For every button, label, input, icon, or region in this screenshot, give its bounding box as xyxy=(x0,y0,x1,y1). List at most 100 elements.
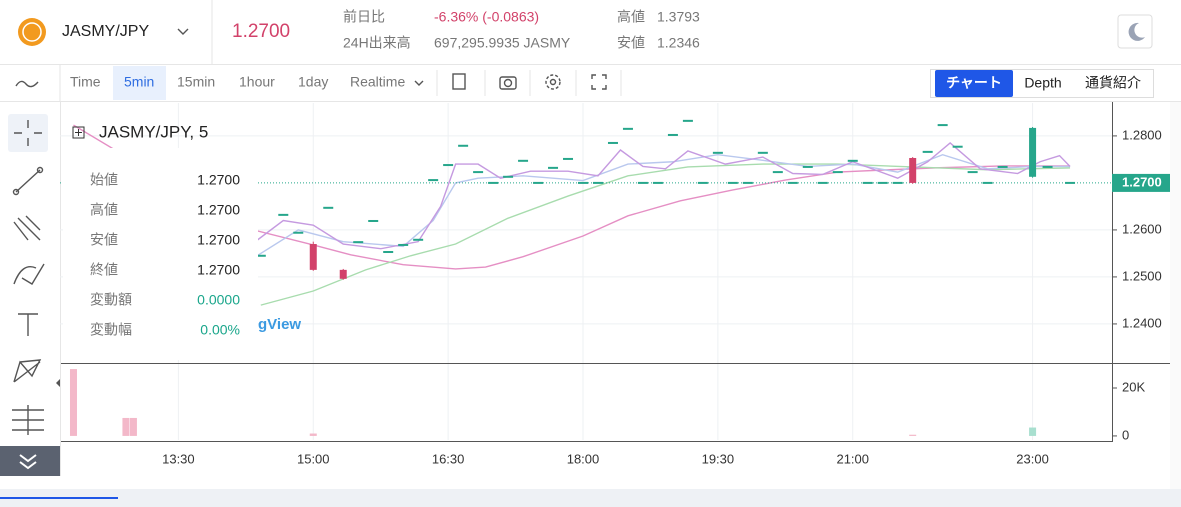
candle-body xyxy=(518,159,529,162)
candle-body xyxy=(712,151,723,154)
x-tick-label: 18:00 xyxy=(567,451,600,466)
last-price-box xyxy=(1112,173,1170,192)
candle-body xyxy=(967,171,978,174)
candle-body xyxy=(862,181,873,184)
candle-body xyxy=(309,244,317,270)
collapse-icon xyxy=(19,454,37,470)
candle-body xyxy=(353,241,364,244)
interval[interactable]: Time xyxy=(70,74,101,90)
candle-body xyxy=(727,181,738,184)
volume-bar xyxy=(1029,427,1037,436)
active-tab[interactable] xyxy=(935,70,1013,97)
candle-body xyxy=(473,171,484,174)
y-tick-label: 20K xyxy=(1122,379,1145,394)
tab[interactable]: チャート xyxy=(946,75,1002,91)
ohlc-popup xyxy=(63,148,258,360)
tab[interactable]: Depth xyxy=(1024,75,1061,91)
candle-body xyxy=(383,251,394,254)
brush-tool[interactable] xyxy=(13,263,45,285)
camera-icon[interactable] xyxy=(499,76,517,90)
settings-center xyxy=(549,78,557,86)
candle-body xyxy=(937,124,948,127)
candle-body xyxy=(578,181,589,184)
pattern-tool[interactable] xyxy=(13,359,42,383)
coin-logo xyxy=(18,18,46,46)
footer-indicator xyxy=(0,497,118,499)
candle-body xyxy=(488,181,499,184)
interval[interactable]: 15min xyxy=(177,74,215,90)
theme-button[interactable] xyxy=(1117,14,1153,49)
legend-label: 安値 xyxy=(90,232,118,248)
line-tool[interactable] xyxy=(15,169,41,193)
last-price-label: 1.2700 xyxy=(1122,174,1162,189)
legend-label: 終値 xyxy=(90,262,118,278)
stat-value: -6.36% (-0.0863) xyxy=(434,9,539,25)
candle-body xyxy=(339,269,347,279)
candle-body xyxy=(607,141,618,144)
crosshair-tool[interactable] xyxy=(14,120,42,146)
interval[interactable]: 1day xyxy=(298,74,328,90)
indicator-icon[interactable] xyxy=(452,73,466,90)
x-tick-label: 21:00 xyxy=(836,451,869,466)
stat-label: 前日比 xyxy=(343,9,385,25)
stat-label: 高値 xyxy=(617,9,645,25)
candle-body xyxy=(909,157,917,183)
interval[interactable]: Realtime xyxy=(350,74,405,90)
candle-body xyxy=(787,181,798,184)
chart-style-icon[interactable] xyxy=(15,80,39,88)
fullscreen-icon[interactable] xyxy=(591,74,607,90)
interval[interactable]: 5min xyxy=(124,74,154,90)
legend-value: 1.2700 xyxy=(197,172,240,188)
candle-body xyxy=(757,151,768,154)
line-tool-end xyxy=(36,166,44,174)
collapse-button[interactable] xyxy=(0,446,60,476)
candle-body xyxy=(667,133,678,136)
fib-tool[interactable] xyxy=(13,215,41,241)
candle-body xyxy=(772,171,783,174)
candle-body xyxy=(458,144,469,147)
settings-icon[interactable] xyxy=(545,74,561,90)
volume-bar xyxy=(69,369,77,436)
x-tick-label: 23:00 xyxy=(1016,451,1049,466)
text-tool[interactable] xyxy=(18,313,38,336)
scrollbar xyxy=(1170,102,1181,489)
candle-body xyxy=(817,181,828,184)
x-tick-label: 19:30 xyxy=(702,451,735,466)
candle-body xyxy=(428,179,439,182)
candle-body xyxy=(323,206,334,209)
pair-chevron[interactable] xyxy=(177,28,189,35)
legend-value: 0.0000 xyxy=(197,292,240,308)
x-tick-label: 13:30 xyxy=(162,451,195,466)
legend-label: 変動幅 xyxy=(90,322,132,338)
price: 1.2700 xyxy=(232,21,290,42)
pair[interactable]: JASMY/JPY xyxy=(62,23,149,40)
tab[interactable]: 通貨紹介 xyxy=(1085,75,1141,91)
y-tick-label: 0 xyxy=(1122,427,1129,442)
candle-body xyxy=(847,159,858,162)
realtime-chevron[interactable] xyxy=(414,80,424,86)
candle-body xyxy=(802,165,813,168)
candle-body xyxy=(637,181,648,184)
interval[interactable]: 1hour xyxy=(239,74,275,90)
candle-body xyxy=(563,157,574,160)
stat-value: 1.3793 xyxy=(657,9,700,25)
legend-title: JASMY/JPY, 5 xyxy=(99,122,208,141)
moon-icon xyxy=(1128,22,1145,41)
ma-line xyxy=(245,153,1071,264)
candle-body xyxy=(742,181,753,184)
y-tick-label: 1.2800 xyxy=(1122,127,1162,142)
candle-body xyxy=(592,181,603,184)
y-tick-label: 1.2600 xyxy=(1122,221,1162,236)
candle-body xyxy=(398,243,409,246)
candle-body xyxy=(682,119,693,122)
pane-arrow xyxy=(56,379,60,387)
legend-toggle-icon xyxy=(75,129,82,136)
candle-body xyxy=(997,165,1008,168)
legend-label: 始値 xyxy=(90,172,118,188)
legend-toggle[interactable] xyxy=(72,126,85,139)
legend-label: 高値 xyxy=(90,202,118,218)
candle-body xyxy=(697,181,708,184)
y-tick-label: 1.2500 xyxy=(1122,268,1162,283)
measure-tool[interactable] xyxy=(12,405,44,435)
